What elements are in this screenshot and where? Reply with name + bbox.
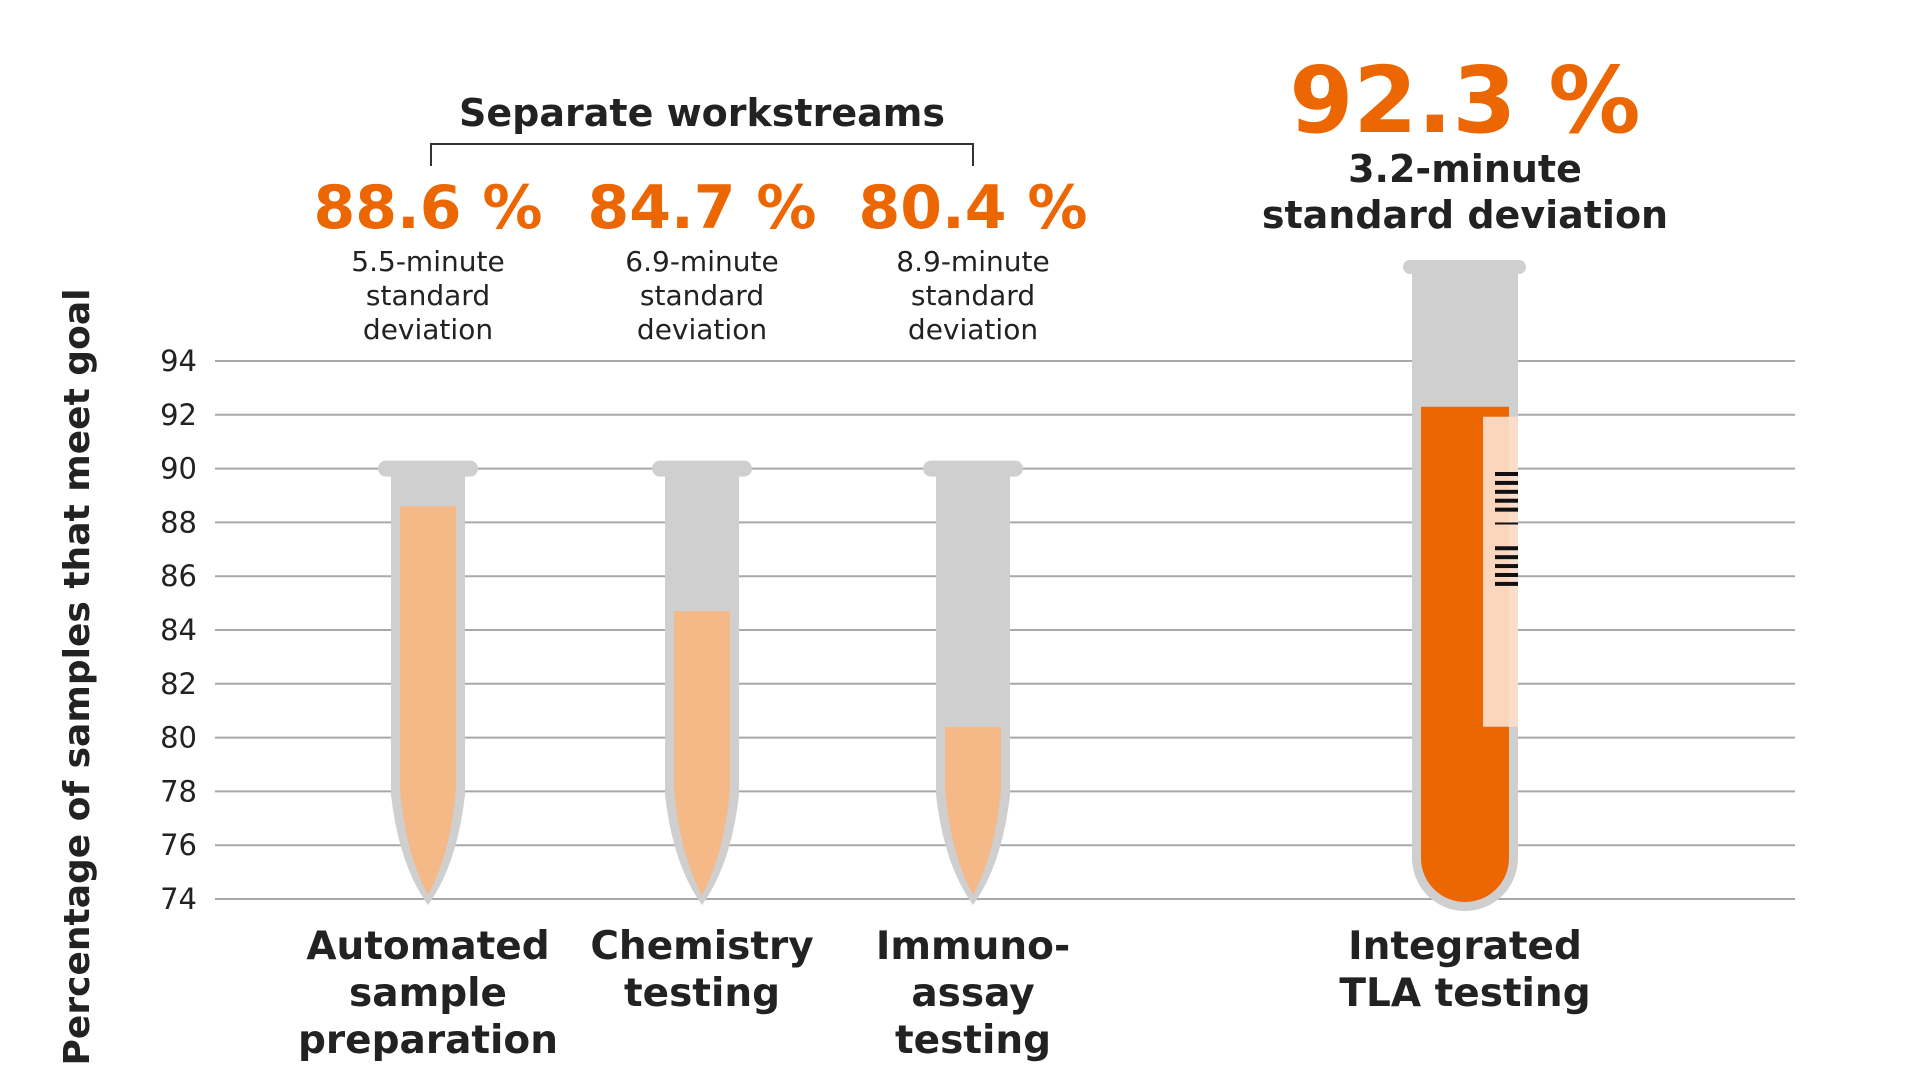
sd-label: deviation [908,313,1038,346]
barcode-bar [1495,507,1518,512]
barcode-bar [1495,489,1518,494]
category-label: assay [911,971,1034,1016]
value-label: 80.4 % [858,173,1087,243]
y-tick-labels: 94 92 90 88 86 84 82 80 78 76 74 [160,344,197,916]
sd-label: 8.9-minute [896,245,1049,278]
category-label: TLA testing [1339,971,1590,1016]
y-tick-label: 90 [160,452,197,486]
y-tick-label: 80 [160,721,197,755]
category-label: sample [349,971,507,1016]
barcode-bar [1495,472,1518,476]
sd-label: 6.9-minute [625,245,778,278]
y-tick-label: 92 [160,398,197,432]
barcode-bar [1495,555,1518,560]
sd-label: 5.5-minute [351,245,504,278]
barcode-bar [1495,498,1518,503]
barcode-bar [1495,522,1518,525]
value-label: 92.3 % [1289,47,1640,154]
sd-label: standard deviation [1262,193,1668,237]
category-label: Immuno- [876,924,1070,969]
y-tick-label: 84 [160,613,197,647]
barcode-label [1483,416,1518,727]
tubes: 88.6 %5.5-minutestandarddeviationAutomat… [298,47,1668,1063]
group-bracket [430,143,974,166]
category-label: testing [895,1018,1051,1063]
value-bar [945,726,1001,895]
sd-label: standard [911,279,1035,312]
barcode-bar [1495,564,1518,569]
value-bar [674,611,730,895]
barcode-bar [1495,546,1518,551]
y-tick-label: 86 [160,559,197,593]
y-tick-label: 82 [160,667,197,701]
barcode-bar [1495,572,1518,577]
sd-label: standard [366,279,490,312]
category-label: Chemistry [590,924,813,969]
sd-label: deviation [363,313,493,346]
value-label: 84.7 % [587,173,816,243]
barcode-bar [1495,480,1518,485]
sd-label: 3.2-minute [1348,147,1582,191]
category-label: preparation [298,1018,558,1063]
y-tick-label: 78 [160,774,197,808]
value-bar [400,506,456,895]
y-tick-label: 76 [160,828,197,862]
value-label: 88.6 % [313,173,542,243]
category-label: testing [624,971,780,1016]
y-tick-label: 88 [160,505,197,539]
sd-label: standard [640,279,764,312]
y-axis-label: Percentage of samples that meet goal [57,289,98,1066]
group-label: Separate workstreams [459,91,945,135]
sd-label: deviation [637,313,767,346]
barcode-bar [1495,581,1518,586]
y-tick-label: 74 [160,882,197,916]
y-tick-label: 94 [160,344,197,378]
category-label: Automated [306,924,549,969]
category-label: Integrated [1348,924,1582,969]
